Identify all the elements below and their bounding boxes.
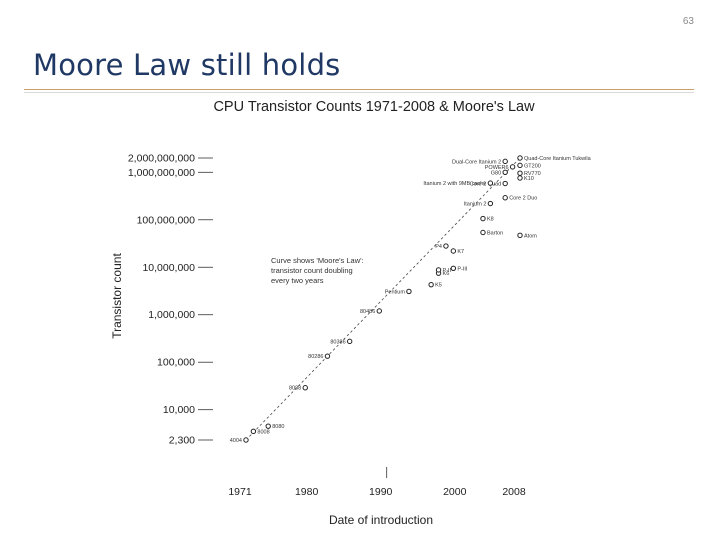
data-point-label: GT200 xyxy=(524,163,541,169)
data-point xyxy=(487,200,494,207)
data-point xyxy=(502,180,508,187)
y-tick-label: 2,000,000,000 xyxy=(128,153,195,165)
data-point-label: K8 xyxy=(487,217,494,223)
x-tick-label: 1980 xyxy=(295,486,319,498)
y-tick-label: 1,000,000 xyxy=(148,309,195,321)
data-point-label: 8008 xyxy=(257,429,269,435)
x-tick-label: 2008 xyxy=(502,486,526,498)
data-point-label: 80486 xyxy=(360,309,375,315)
x-tick-label: 1971 xyxy=(228,486,252,498)
data-point xyxy=(302,385,308,391)
chart-title: CPU Transistor Counts 1971-2008 & Moore'… xyxy=(213,99,535,115)
annotation-line-2: transistor count doubling xyxy=(271,266,353,275)
data-point-label: Itanium 2 with 9MB cache xyxy=(423,181,486,187)
data-point xyxy=(517,170,523,176)
data-point xyxy=(376,308,382,314)
data-point-label: Pentium xyxy=(385,289,406,295)
y-tick-label: 1,000,000,000 xyxy=(128,167,195,179)
data-point-label: POWER6 xyxy=(485,165,509,171)
data-point xyxy=(250,428,257,435)
x-tick-label: 1990 xyxy=(369,486,393,498)
x-axis-label: Date of introduction xyxy=(329,513,433,527)
data-point xyxy=(406,288,412,295)
data-point xyxy=(435,267,442,273)
data-point-label: Quad-Core Itanium Tukwila xyxy=(524,156,592,162)
page-number: 63 xyxy=(682,16,694,27)
y-tick-label: 10,000,000 xyxy=(142,262,195,274)
y-tick-label: 2,300 xyxy=(169,435,195,447)
y-tick-label: 10,000 xyxy=(163,404,195,416)
data-point-label: Dual-Core Itanium 2 xyxy=(452,159,501,165)
data-point xyxy=(487,180,494,186)
data-point-label: G80 xyxy=(491,170,501,176)
data-point-label: Atom xyxy=(524,233,537,239)
data-point xyxy=(517,162,523,169)
data-point-label: K7 xyxy=(457,249,464,255)
data-point xyxy=(502,158,508,165)
data-point-label: P4 xyxy=(435,244,442,250)
data-point-label: P-III xyxy=(457,266,468,272)
data-point-label: K6 xyxy=(443,271,450,277)
slide-title: Moore Law still holds xyxy=(33,48,341,82)
y-axis-label: Transistor count xyxy=(110,253,124,339)
data-point xyxy=(517,232,523,239)
data-point-label: Itanium 2 xyxy=(464,202,487,208)
data-point-label: Core 2 Duo xyxy=(509,196,537,202)
data-point-label: 8088 xyxy=(289,386,301,392)
x-tick-label: 2000 xyxy=(443,486,467,498)
data-point xyxy=(509,164,516,170)
data-point xyxy=(450,265,457,272)
annotation-line-3: every two years xyxy=(271,276,324,285)
data-point xyxy=(346,338,353,345)
data-point xyxy=(480,215,486,222)
data-point xyxy=(517,155,523,161)
y-tick-label: 100,000 xyxy=(157,357,195,369)
data-point xyxy=(324,353,331,359)
data-point-label: Core 2 Quad xyxy=(470,182,502,188)
moores-law-annotation: Curve shows 'Moore's Law': transistor co… xyxy=(271,256,364,285)
data-point xyxy=(428,281,434,288)
data-point-label: 80286 xyxy=(308,354,323,360)
data-point-label: 4004 xyxy=(230,438,242,444)
data-point xyxy=(443,243,449,249)
data-point xyxy=(502,169,508,175)
title-divider xyxy=(24,89,694,90)
data-point-label: P-II xyxy=(443,268,452,274)
data-point-label: RV770 xyxy=(524,171,541,177)
data-point xyxy=(517,175,523,181)
data-point xyxy=(265,423,271,429)
data-point-label: K5 xyxy=(435,283,442,289)
moores-law-trend-line xyxy=(245,157,521,441)
data-point xyxy=(480,229,486,236)
data-point xyxy=(450,248,457,254)
data-point-label: 8080 xyxy=(272,424,284,430)
data-point xyxy=(243,437,249,443)
data-point-label: Barton xyxy=(487,230,503,236)
data-point-label: K10 xyxy=(524,176,534,182)
title-divider-shadow xyxy=(24,92,694,93)
y-tick-label: 100,000,000 xyxy=(137,214,196,226)
data-point-label: 80386 xyxy=(330,339,345,345)
annotation-line-1: Curve shows 'Moore's Law': xyxy=(271,256,364,265)
data-point xyxy=(502,195,508,201)
